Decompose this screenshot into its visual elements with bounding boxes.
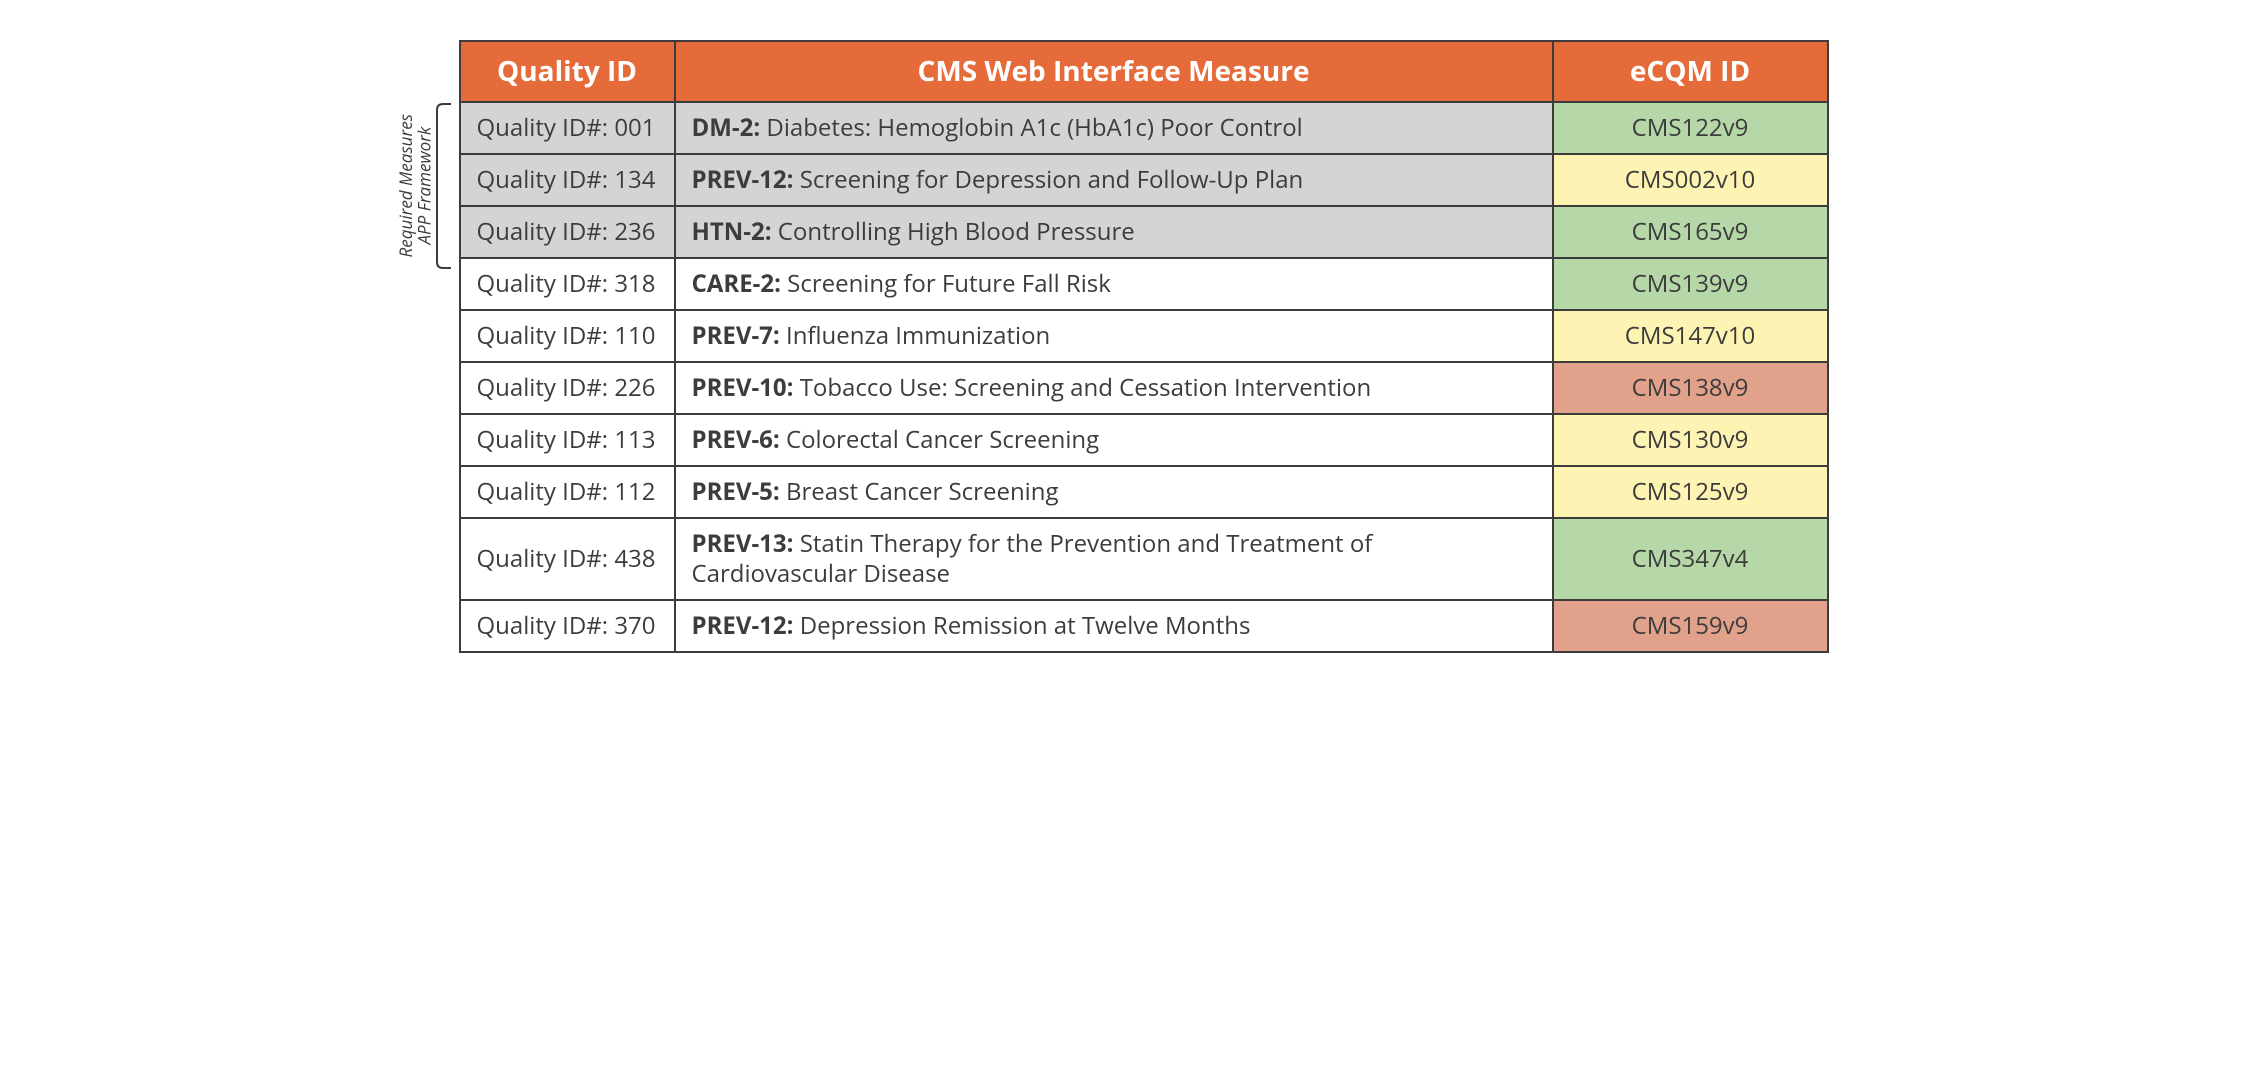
- measure-cell: PREV-5: Breast Cancer Screening: [675, 466, 1553, 518]
- ecqm-cell: CMS165v9: [1553, 206, 1828, 258]
- measures-table: Quality ID CMS Web Interface Measure eCQ…: [459, 40, 1829, 653]
- quality-id-cell: Quality ID#: 236: [460, 206, 675, 258]
- measure-code: PREV-6:: [692, 423, 780, 456]
- table-figure: Required Measures APP Framework Quality …: [429, 40, 1829, 653]
- ecqm-cell: CMS002v10: [1553, 154, 1828, 206]
- measure-cell: PREV-6: Colorectal Cancer Screening: [675, 414, 1553, 466]
- table-row: Quality ID#: 236HTN-2: Controlling High …: [460, 206, 1828, 258]
- measure-code: DM-2:: [692, 111, 761, 144]
- ecqm-cell: CMS125v9: [1553, 466, 1828, 518]
- quality-id-cell: Quality ID#: 001: [460, 102, 675, 154]
- ecqm-cell: CMS159v9: [1553, 600, 1828, 652]
- ecqm-cell: CMS130v9: [1553, 414, 1828, 466]
- measure-desc: Influenza Immunization: [780, 319, 1051, 352]
- required-measures-side-label: Required Measures APP Framework: [397, 102, 434, 270]
- measure-cell: PREV-12: Screening for Depression and Fo…: [675, 154, 1553, 206]
- measure-desc: Breast Cancer Screening: [780, 475, 1059, 508]
- ecqm-cell: CMS347v4: [1553, 518, 1828, 600]
- table-row: Quality ID#: 001DM-2: Diabetes: Hemoglob…: [460, 102, 1828, 154]
- ecqm-cell: CMS139v9: [1553, 258, 1828, 310]
- measure-code: PREV-13:: [692, 527, 794, 560]
- table-row: Quality ID#: 110PREV-7: Influenza Immuni…: [460, 310, 1828, 362]
- table-row: Quality ID#: 370PREV-12: Depression Remi…: [460, 600, 1828, 652]
- table-row: Quality ID#: 438PREV-13: Statin Therapy …: [460, 518, 1828, 600]
- table-row: Quality ID#: 113PREV-6: Colorectal Cance…: [460, 414, 1828, 466]
- quality-id-cell: Quality ID#: 438: [460, 518, 675, 600]
- quality-id-cell: Quality ID#: 113: [460, 414, 675, 466]
- quality-id-cell: Quality ID#: 134: [460, 154, 675, 206]
- measure-cell: PREV-12: Depression Remission at Twelve …: [675, 600, 1553, 652]
- measure-desc: Depression Remission at Twelve Months: [793, 609, 1250, 642]
- table-row: Quality ID#: 134PREV-12: Screening for D…: [460, 154, 1828, 206]
- measure-desc: Colorectal Cancer Screening: [780, 423, 1099, 456]
- ecqm-cell: CMS147v10: [1553, 310, 1828, 362]
- measure-code: PREV-12:: [692, 163, 794, 196]
- measure-desc: Screening for Depression and Follow-Up P…: [793, 163, 1303, 196]
- measure-desc: Screening for Future Fall Risk: [781, 267, 1111, 300]
- measure-code: PREV-10:: [692, 371, 794, 404]
- measure-code: PREV-7:: [692, 319, 780, 352]
- measure-cell: DM-2: Diabetes: Hemoglobin A1c (HbA1c) P…: [675, 102, 1553, 154]
- measure-desc: Statin Therapy for the Prevention and Tr…: [692, 527, 1373, 590]
- measure-code: PREV-5:: [692, 475, 780, 508]
- bracket-icon: [435, 102, 453, 270]
- measure-code: CARE-2:: [692, 267, 781, 300]
- col-header-ecqm: eCQM ID: [1553, 41, 1828, 102]
- measure-code: PREV-12:: [692, 609, 794, 642]
- ecqm-cell: CMS122v9: [1553, 102, 1828, 154]
- col-header-quality-id: Quality ID: [460, 41, 675, 102]
- table-row: Quality ID#: 226PREV-10: Tobacco Use: Sc…: [460, 362, 1828, 414]
- measure-desc: Tobacco Use: Screening and Cessation Int…: [793, 371, 1371, 404]
- measure-cell: PREV-13: Statin Therapy for the Preventi…: [675, 518, 1553, 600]
- table-row: Quality ID#: 112PREV-5: Breast Cancer Sc…: [460, 466, 1828, 518]
- side-label-text: Required Measures APP Framework: [397, 114, 434, 257]
- table-header-row: Quality ID CMS Web Interface Measure eCQ…: [460, 41, 1828, 102]
- measure-cell: PREV-10: Tobacco Use: Screening and Cess…: [675, 362, 1553, 414]
- quality-id-cell: Quality ID#: 112: [460, 466, 675, 518]
- quality-id-cell: Quality ID#: 318: [460, 258, 675, 310]
- measure-cell: PREV-7: Influenza Immunization: [675, 310, 1553, 362]
- quality-id-cell: Quality ID#: 226: [460, 362, 675, 414]
- measure-desc: Diabetes: Hemoglobin A1c (HbA1c) Poor Co…: [760, 111, 1303, 144]
- col-header-measure: CMS Web Interface Measure: [675, 41, 1553, 102]
- measure-code: HTN-2:: [692, 215, 772, 248]
- table-row: Quality ID#: 318CARE-2: Screening for Fu…: [460, 258, 1828, 310]
- quality-id-cell: Quality ID#: 370: [460, 600, 675, 652]
- measure-cell: HTN-2: Controlling High Blood Pressure: [675, 206, 1553, 258]
- quality-id-cell: Quality ID#: 110: [460, 310, 675, 362]
- ecqm-cell: CMS138v9: [1553, 362, 1828, 414]
- measure-desc: Controlling High Blood Pressure: [772, 215, 1135, 248]
- measure-cell: CARE-2: Screening for Future Fall Risk: [675, 258, 1553, 310]
